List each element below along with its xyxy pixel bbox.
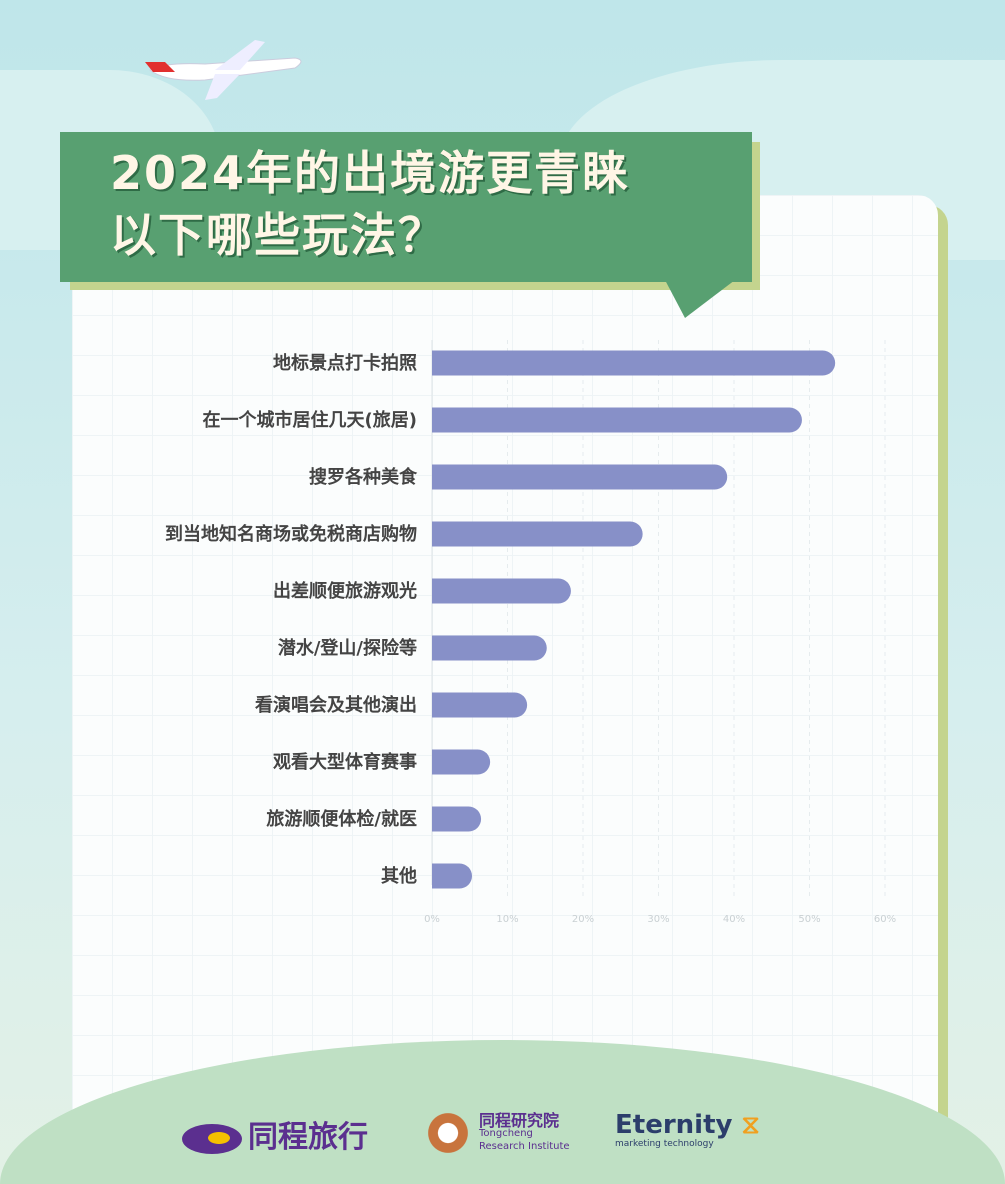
airplane-icon xyxy=(145,40,302,100)
tongcheng-logo: 同程旅行 xyxy=(182,1112,368,1156)
page-title: 2024年的出境游更青睐 以下哪些玩法？ xyxy=(110,142,630,266)
bar xyxy=(432,578,571,604)
x-tick-label: 40% xyxy=(723,914,745,925)
x-tick-label: 60% xyxy=(874,914,896,925)
category-label: 观看大型体育赛事 xyxy=(273,751,417,773)
bar xyxy=(432,863,473,889)
institute-name-en-2: Research Institute xyxy=(479,1140,570,1152)
bar xyxy=(432,806,482,832)
tongcheng-logo-text: 同程旅行 xyxy=(248,1120,368,1155)
x-tick-label: 30% xyxy=(647,914,669,925)
institute-name-en-1: Tongcheng xyxy=(479,1127,533,1139)
x-tick-label: 20% xyxy=(572,914,594,925)
category-label: 旅游顺便体检/就医 xyxy=(266,808,417,830)
bar xyxy=(432,749,491,775)
title-banner xyxy=(60,132,752,282)
banner-tail xyxy=(665,280,735,318)
bar xyxy=(432,692,528,718)
logo-bar: 同程旅行 同程研究院 Tongcheng Research Institute Et… xyxy=(0,1108,1005,1158)
category-label: 潜水/登山/探险等 xyxy=(278,637,417,659)
institute-name-cn: 同程研究院 xyxy=(479,1110,560,1130)
category-label: 搜罗各种美食 xyxy=(309,466,418,488)
x-tick-label: 0% xyxy=(424,914,440,925)
eternity-logo-text: Eternity xyxy=(615,1110,733,1140)
category-label: 其他 xyxy=(381,865,417,887)
tongcheng-mark-icon xyxy=(182,1123,242,1154)
category-label: 出差顺便旅游观光 xyxy=(273,580,417,602)
bar xyxy=(432,464,728,490)
institute-mark-icon xyxy=(425,1110,471,1156)
category-label: 地标景点打卡拍照 xyxy=(273,352,417,374)
x-tick-label: 50% xyxy=(798,914,820,925)
eternity-logo: Eternity ⧖ marketing technology xyxy=(615,1112,760,1150)
category-label: 看演唱会及其他演出 xyxy=(254,694,417,716)
title-line-1: 2024年的出境游更青睐 xyxy=(110,146,631,200)
category-label: 在一个城市居住几天(旅居) xyxy=(203,409,417,431)
x-tick-label: 10% xyxy=(496,914,518,925)
eternity-subtitle: marketing technology xyxy=(615,1139,714,1149)
bar xyxy=(432,521,643,547)
bar xyxy=(432,350,836,376)
title-line-2: 以下哪些玩法？ xyxy=(110,208,446,262)
institute-logo: 同程研究院 Tongcheng Research Institute xyxy=(425,1110,570,1156)
category-label: 到当地知名商场或免税商店购物 xyxy=(165,523,417,545)
bar xyxy=(432,635,547,661)
eternity-mark-icon: ⧖ xyxy=(741,1110,760,1140)
bar xyxy=(432,407,802,433)
